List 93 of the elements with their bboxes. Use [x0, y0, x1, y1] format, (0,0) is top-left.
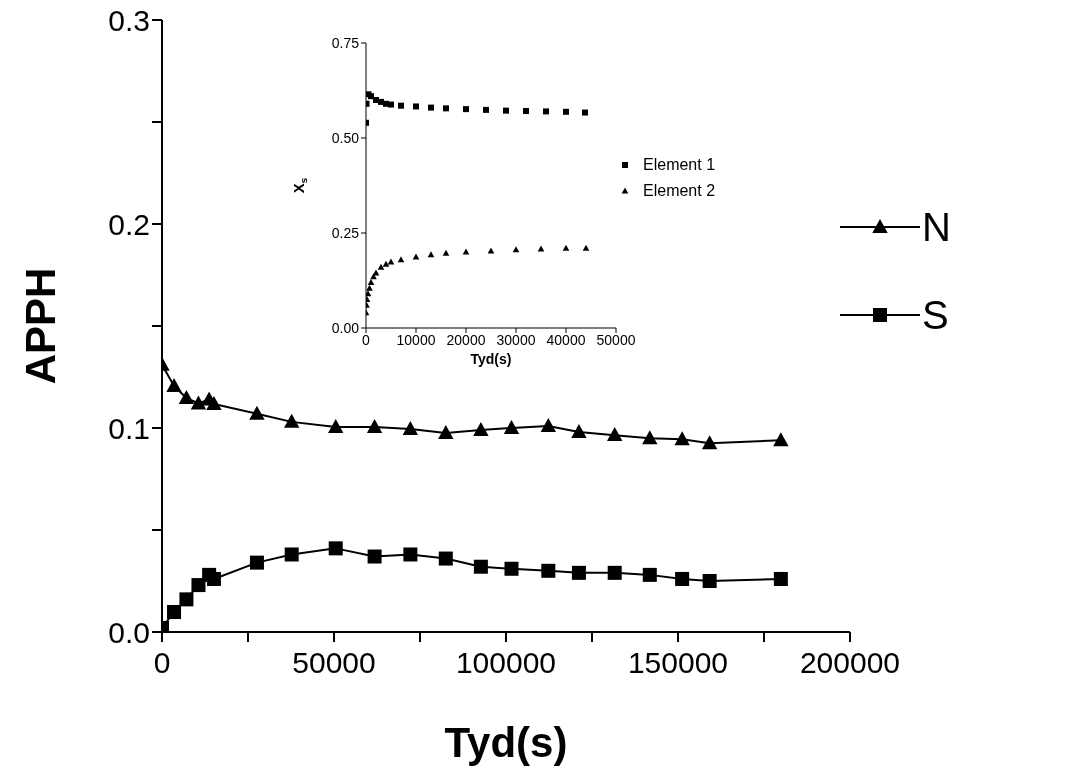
x-tick-label: 100000 [455, 646, 557, 680]
x-tick-label: 150000 [627, 646, 729, 680]
point [462, 248, 470, 255]
point [642, 430, 658, 445]
point [438, 425, 454, 440]
point [179, 592, 194, 607]
y-tick-label: 0.1 [108, 411, 150, 445]
point [701, 435, 718, 450]
point [571, 424, 587, 439]
point [540, 417, 557, 432]
point [582, 244, 590, 251]
point [483, 106, 489, 113]
point [366, 418, 383, 433]
point [178, 389, 195, 404]
legend-label: Element 1 [643, 156, 716, 174]
point [167, 605, 182, 620]
legend-label: S [922, 292, 949, 338]
point [503, 419, 520, 434]
x-tick-label: 40000 [546, 331, 586, 348]
point [543, 108, 549, 115]
point [537, 245, 545, 252]
point [442, 249, 450, 256]
point [428, 104, 434, 111]
point [642, 567, 657, 582]
point [328, 418, 344, 433]
point [504, 561, 519, 576]
point [284, 547, 299, 562]
point [463, 106, 469, 113]
point [388, 101, 394, 108]
y-tick-label: 0.75 [331, 34, 360, 51]
point [674, 431, 690, 446]
point [382, 260, 390, 267]
point [191, 578, 206, 593]
y-tick-label: 0.25 [331, 224, 360, 241]
point [541, 563, 556, 578]
x-axis-title: Tyd(s) [444, 719, 568, 766]
point [503, 107, 509, 114]
point [773, 571, 788, 586]
point [523, 108, 529, 115]
point [402, 420, 419, 435]
point [397, 256, 405, 263]
point [571, 565, 586, 580]
point [607, 427, 623, 442]
point [562, 244, 570, 251]
y-tick-label: 0.00 [331, 319, 360, 336]
point [582, 109, 588, 116]
point [377, 263, 385, 270]
point [206, 395, 222, 410]
point [283, 413, 300, 428]
point [702, 574, 717, 588]
x-tick-label: 0 [362, 331, 371, 348]
point [413, 103, 419, 110]
legend-label: N [922, 204, 951, 250]
point [607, 565, 622, 580]
x-axis-title: Tyd(s) [470, 351, 512, 367]
point [443, 105, 449, 112]
y-tick-label: 0.3 [108, 3, 150, 37]
point [473, 421, 489, 436]
point [387, 258, 395, 265]
x-tick-label: 50000 [596, 331, 636, 348]
point [367, 278, 375, 285]
point [487, 247, 495, 254]
point [427, 251, 435, 258]
point [206, 571, 221, 586]
y-axis-title: APPH [16, 267, 64, 385]
x-tick-label: 30000 [496, 331, 536, 348]
x-tick-label: 200000 [799, 646, 901, 680]
point [366, 284, 373, 291]
x-tick-label: 10000 [396, 331, 436, 348]
point [366, 290, 372, 297]
y-tick-label: 0.2 [108, 207, 150, 241]
x-tick-label: 50000 [292, 646, 376, 680]
point [473, 559, 488, 574]
point [328, 541, 343, 556]
point [675, 571, 690, 586]
y-tick-label: 0.50 [331, 129, 360, 146]
y-tick-label: 0.0 [108, 615, 150, 649]
point [190, 395, 207, 410]
point [166, 377, 182, 392]
point [249, 405, 265, 420]
legend-label: Element 2 [643, 182, 716, 200]
point [438, 551, 453, 566]
point [372, 269, 380, 276]
point [563, 108, 569, 115]
x-tick-label: 0 [153, 646, 171, 680]
point [403, 547, 418, 562]
point [512, 246, 520, 253]
point [398, 102, 404, 109]
point [367, 549, 382, 564]
point [773, 432, 789, 447]
point [249, 555, 264, 570]
x-tick-label: 20000 [446, 331, 486, 348]
point [412, 253, 420, 260]
